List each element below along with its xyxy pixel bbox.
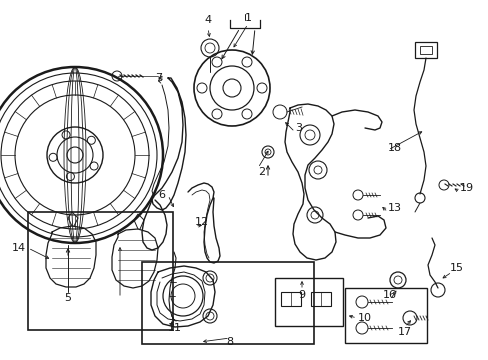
Text: 18: 18 (387, 143, 401, 153)
Text: 14: 14 (12, 243, 26, 253)
Text: 16: 16 (382, 290, 396, 300)
Text: 19: 19 (459, 183, 473, 193)
Text: 5: 5 (64, 293, 71, 303)
Bar (142, 262, 313, 344)
Text: 9: 9 (298, 290, 305, 300)
Bar (28, 212, 173, 330)
Bar (345, 288, 426, 343)
Bar (310, 292, 330, 306)
Text: 11: 11 (168, 323, 182, 333)
Text: 6: 6 (158, 190, 164, 200)
Text: 4: 4 (204, 15, 211, 25)
Text: 7: 7 (155, 73, 162, 83)
Text: 13: 13 (387, 203, 401, 213)
Bar (414, 42, 436, 58)
Bar (281, 292, 301, 306)
Text: 2: 2 (258, 167, 264, 177)
Text: 10: 10 (357, 313, 371, 323)
Text: 15: 15 (449, 263, 463, 273)
Text: 12: 12 (195, 217, 209, 227)
Bar (274, 278, 342, 326)
Text: 3: 3 (294, 123, 302, 133)
Text: 17: 17 (397, 327, 411, 337)
Text: 8: 8 (226, 337, 233, 347)
Bar (419, 46, 431, 54)
Text: 1: 1 (244, 13, 251, 23)
